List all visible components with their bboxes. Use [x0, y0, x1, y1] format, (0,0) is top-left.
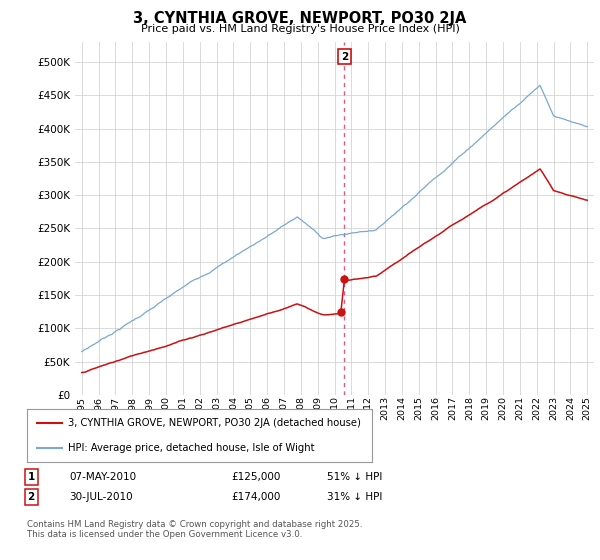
Text: 3, CYNTHIA GROVE, NEWPORT, PO30 2JA (detached house): 3, CYNTHIA GROVE, NEWPORT, PO30 2JA (det…	[68, 418, 361, 428]
Text: 2: 2	[341, 52, 348, 62]
Text: 07-MAY-2010: 07-MAY-2010	[69, 472, 136, 482]
Text: 51% ↓ HPI: 51% ↓ HPI	[327, 472, 382, 482]
Text: Price paid vs. HM Land Registry's House Price Index (HPI): Price paid vs. HM Land Registry's House …	[140, 24, 460, 34]
Text: 2: 2	[28, 492, 35, 502]
Text: 30-JUL-2010: 30-JUL-2010	[69, 492, 133, 502]
Text: Contains HM Land Registry data © Crown copyright and database right 2025.
This d: Contains HM Land Registry data © Crown c…	[27, 520, 362, 539]
Text: 1: 1	[28, 472, 35, 482]
Text: £174,000: £174,000	[231, 492, 280, 502]
Text: £125,000: £125,000	[231, 472, 280, 482]
Text: 31% ↓ HPI: 31% ↓ HPI	[327, 492, 382, 502]
Text: 3, CYNTHIA GROVE, NEWPORT, PO30 2JA: 3, CYNTHIA GROVE, NEWPORT, PO30 2JA	[133, 11, 467, 26]
Text: HPI: Average price, detached house, Isle of Wight: HPI: Average price, detached house, Isle…	[68, 442, 315, 452]
